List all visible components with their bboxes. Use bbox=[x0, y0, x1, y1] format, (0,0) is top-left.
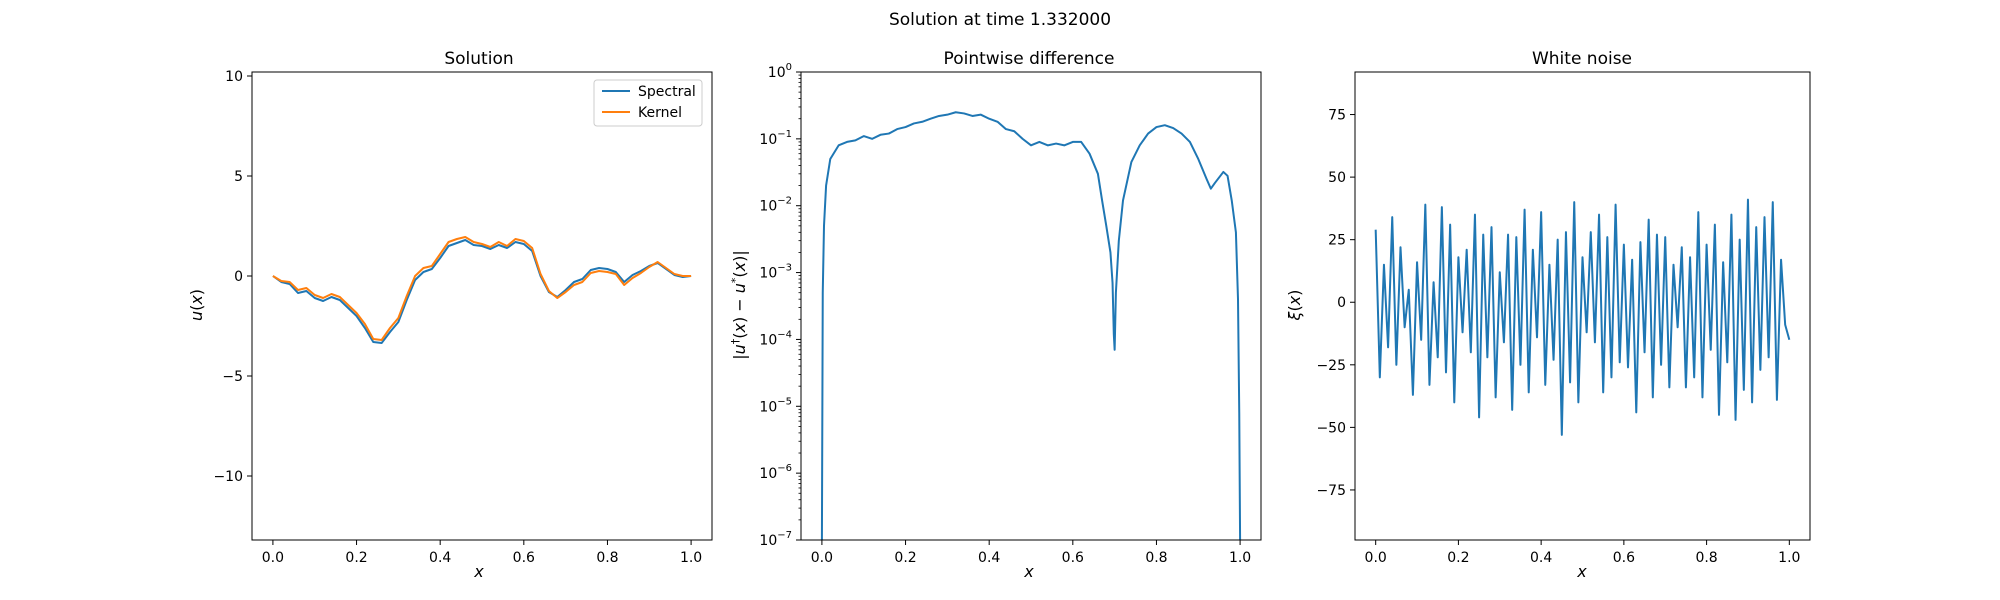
difference-xtick-label: 0.0 bbox=[811, 550, 833, 566]
difference-ylabel: |u†(x) − u*(x)| bbox=[729, 250, 749, 360]
solution-series-line-kernel bbox=[272, 236, 692, 341]
solution-panel: Solution x u(x) 0.0 0.2 0.4 0.6 0.8 1.0 10 5 0 −5… bbox=[187, 49, 713, 581]
noise-ylabel: ξ(x) bbox=[1285, 290, 1304, 322]
noise-ytick-label: 25 bbox=[1328, 233, 1346, 249]
noise-ytick-label: −75 bbox=[1316, 483, 1346, 499]
difference-axes-frame bbox=[800, 71, 1262, 541]
noise-ytick-label: −25 bbox=[1316, 358, 1346, 374]
noise-xtick-label: 0.6 bbox=[1613, 550, 1635, 566]
difference-panel: Pointwise difference x |u†(x) − u*(x)| 0… bbox=[729, 49, 1262, 581]
noise-xtick-label: 0.0 bbox=[1365, 550, 1387, 566]
legend-label-spectral: Spectral bbox=[638, 84, 696, 100]
noise-ytick-label: −50 bbox=[1316, 420, 1346, 436]
solution-xlabel: x bbox=[473, 562, 484, 581]
svg-text:ξ(x): ξ(x) bbox=[1285, 290, 1304, 322]
difference-xtick-label: 0.8 bbox=[1145, 550, 1167, 566]
solution-ytick-label: −5 bbox=[222, 369, 243, 385]
solution-plot-area: 0.0 0.2 0.4 0.6 0.8 1.0 10 5 0 −5 −10 bbox=[213, 69, 713, 566]
noise-xtick-label: 0.4 bbox=[1530, 550, 1552, 566]
solution-ytick-label: 0 bbox=[234, 269, 243, 285]
solution-xtick-label: 0.8 bbox=[596, 550, 618, 566]
difference-ytick-label: 10−6 bbox=[759, 463, 792, 482]
noise-axes-frame bbox=[1354, 71, 1811, 541]
noise-xtick-label: 0.2 bbox=[1447, 550, 1469, 566]
difference-ytick-label: 10−1 bbox=[759, 129, 792, 148]
difference-xlabel: x bbox=[1023, 562, 1034, 581]
solution-xtick-label: 0.6 bbox=[513, 550, 535, 566]
difference-xtick-label: 0.4 bbox=[978, 550, 1000, 566]
difference-panel-title: Pointwise difference bbox=[944, 49, 1115, 69]
figure-suptitle: Solution at time 1.332000 bbox=[889, 10, 1111, 30]
noise-panel-title: White noise bbox=[1532, 49, 1632, 69]
solution-xtick-label: 0.4 bbox=[429, 550, 451, 566]
difference-plot-area: 0.0 0.2 0.4 0.6 0.8 1.0 10−7 10−6 10−5 10−4 10−3 10… bbox=[759, 62, 1262, 566]
noise-ytick-label: 50 bbox=[1328, 170, 1346, 186]
difference-xtick-label: 0.2 bbox=[894, 550, 916, 566]
noise-series-line-main bbox=[1374, 198, 1791, 436]
solution-panel-title: Solution bbox=[444, 49, 513, 69]
noise-xtick-label: 0.8 bbox=[1695, 550, 1717, 566]
difference-xtick-label: 1.0 bbox=[1229, 550, 1251, 566]
noise-plot-area: 0.0 0.2 0.4 0.6 0.8 1.0 75 50 25 0 −25 −50 −75 bbox=[1316, 71, 1811, 566]
solution-legend: Spectral Kernel bbox=[593, 79, 703, 127]
svg-text:|u†(x) − u*(x)|: |u†(x) − u*(x)| bbox=[729, 250, 749, 360]
solution-xtick-label: 0.2 bbox=[345, 550, 367, 566]
solution-axes-frame bbox=[251, 71, 713, 541]
solution-ytick-label: 10 bbox=[225, 69, 243, 85]
solution-ytick-label: 5 bbox=[234, 169, 243, 185]
difference-series-line-main bbox=[820, 111, 1242, 540]
legend-label-kernel: Kernel bbox=[638, 105, 682, 121]
difference-xtick-label: 0.6 bbox=[1062, 550, 1084, 566]
noise-ytick-label: 75 bbox=[1328, 108, 1346, 124]
difference-ytick-label: 10−2 bbox=[759, 196, 792, 215]
svg-text:u(x): u(x) bbox=[187, 289, 206, 321]
noise-panel: White noise x ξ(x) 0.0 0.2 0.4 0.6 0.8 1.0 75 5… bbox=[1285, 49, 1811, 581]
difference-ytick-label: 100 bbox=[768, 62, 792, 81]
solution-series-line-spectral bbox=[272, 239, 692, 344]
solution-ytick-label: −10 bbox=[213, 469, 243, 485]
difference-ytick-label: 10−4 bbox=[759, 329, 792, 348]
solution-xtick-label: 1.0 bbox=[680, 550, 702, 566]
noise-xlabel: x bbox=[1576, 562, 1587, 581]
noise-ytick-label: 0 bbox=[1337, 295, 1346, 311]
solution-ylabel: u(x) bbox=[187, 289, 206, 321]
difference-ytick-label: 10−3 bbox=[759, 263, 792, 282]
noise-xtick-label: 1.0 bbox=[1778, 550, 1800, 566]
difference-ytick-label: 10−7 bbox=[759, 530, 792, 549]
solution-xtick-label: 0.0 bbox=[262, 550, 284, 566]
difference-ytick-label: 10−5 bbox=[759, 396, 792, 415]
